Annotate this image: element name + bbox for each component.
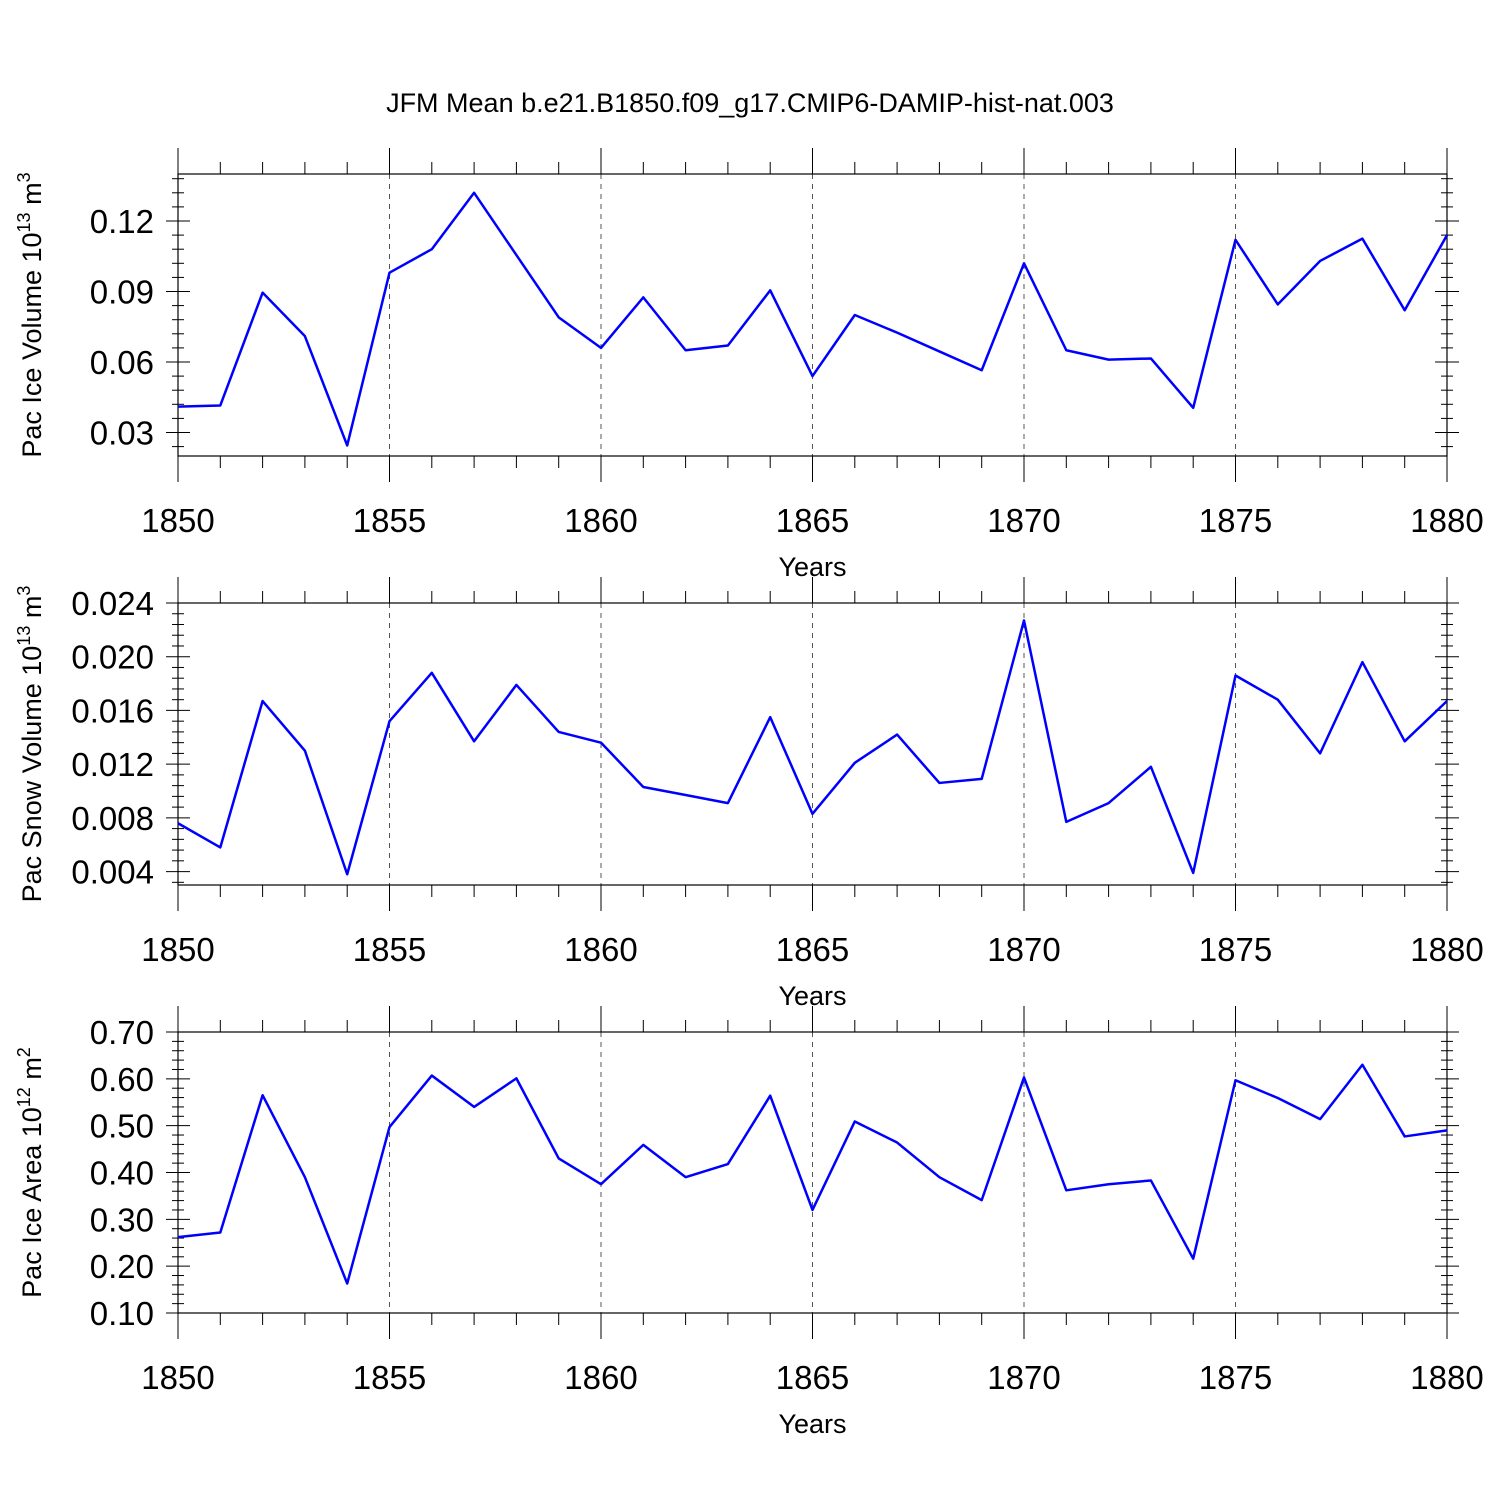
- y-tick-label: 0.10: [90, 1295, 154, 1332]
- x-tick-label: 1855: [353, 502, 426, 539]
- y-label-part: m: [17, 1057, 47, 1087]
- y-label-superscript: 12: [14, 1087, 34, 1107]
- x-tick-label: 1865: [776, 1359, 849, 1396]
- x-tick-label: 1860: [564, 931, 637, 968]
- x-tick-label: 1875: [1199, 931, 1272, 968]
- y-tick-label: 0.06: [90, 344, 154, 381]
- chart-panel-2: 1850 1855 1860 1865 1870 1875 1880 0.004 0.008 0.…: [14, 577, 1484, 1011]
- y-tick-label: 0.020: [71, 639, 154, 676]
- y-tick-label: 0.024: [71, 585, 154, 622]
- y-tick-label: 0.40: [90, 1155, 154, 1192]
- y-axis-label: Pac Snow Volume 1013 m3: [14, 586, 47, 903]
- x-tick-label: 1855: [353, 931, 426, 968]
- x-tick-label: 1865: [776, 502, 849, 539]
- x-tick-label: 1850: [141, 502, 214, 539]
- y-tick-label: 0.004: [71, 854, 154, 891]
- y-label-part: Pac Snow Volume 10: [17, 646, 47, 903]
- x-tick-label: 1850: [141, 931, 214, 968]
- y-tick-label: 0.03: [90, 415, 154, 452]
- x-tick-label: 1875: [1199, 1359, 1272, 1396]
- y-label-superscript: 3: [14, 172, 34, 182]
- y-label-part: Pac Ice Area 10: [17, 1107, 47, 1298]
- y-tick-label: 0.20: [90, 1248, 154, 1285]
- x-tick-label: 1875: [1199, 502, 1272, 539]
- x-tick-label: 1855: [353, 1359, 426, 1396]
- y-axis-label: Pac Ice Area 1012 m2: [14, 1047, 47, 1298]
- chart-title: JFM Mean b.e21.B1850.f09_g17.CMIP6-DAMIP…: [386, 88, 1114, 118]
- y-tick-label: 0.30: [90, 1201, 154, 1238]
- y-tick-label: 0.016: [71, 692, 154, 729]
- y-tick-label: 0.60: [90, 1061, 154, 1098]
- y-tick-label: 0.50: [90, 1108, 154, 1145]
- y-tick-label: 0.012: [71, 746, 154, 783]
- x-tick-label: 1870: [987, 931, 1060, 968]
- panels: 1850 1855 1860 1865 1870 1875 1880 0.03 0.06 0.09…: [14, 148, 1484, 1439]
- y-axis-label: Pac Ice Volume 1013 m3: [14, 172, 47, 457]
- x-tick-label: 1880: [1410, 502, 1483, 539]
- x-tick-label: 1865: [776, 931, 849, 968]
- y-label-part: Pac Ice Volume 10: [17, 232, 47, 457]
- chart-panel-3: 1850 1855 1860 1865 1870 1875 1880 0.10 0.20 0.30…: [14, 1006, 1484, 1439]
- y-label-part: m: [17, 182, 47, 212]
- y-tick-label: 0.008: [71, 800, 154, 837]
- x-tick-label: 1880: [1410, 931, 1483, 968]
- x-tick-label: 1850: [141, 1359, 214, 1396]
- y-label-superscript: 2: [14, 1047, 34, 1057]
- y-label-superscript: 13: [14, 212, 34, 232]
- y-tick-label: 0.09: [90, 274, 154, 311]
- chart-panel-1: 1850 1855 1860 1865 1870 1875 1880 0.03 0.06 0.09…: [14, 148, 1484, 582]
- y-label-superscript: 13: [14, 626, 34, 646]
- x-tick-label: 1870: [987, 502, 1060, 539]
- x-tick-label: 1880: [1410, 1359, 1483, 1396]
- y-tick-label: 0.70: [90, 1014, 154, 1051]
- y-label-part: m: [17, 596, 47, 626]
- x-tick-label: 1860: [564, 1359, 637, 1396]
- y-label-superscript: 3: [14, 586, 34, 596]
- x-tick-label: 1870: [987, 1359, 1060, 1396]
- y-tick-label: 0.12: [90, 203, 154, 240]
- x-tick-label: 1860: [564, 502, 637, 539]
- x-axis-label: Years: [778, 1409, 846, 1439]
